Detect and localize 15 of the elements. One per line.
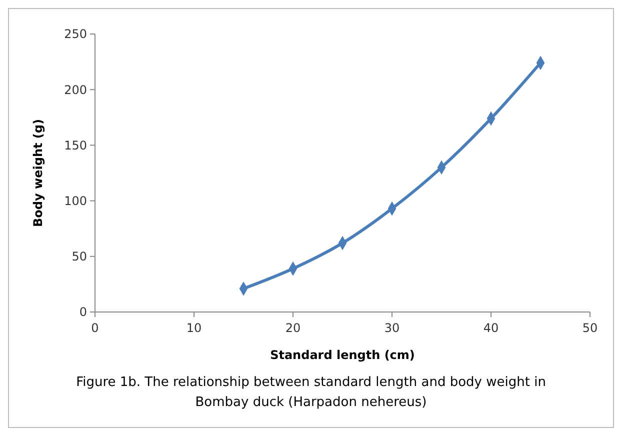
y-tick-label: 200 xyxy=(64,82,87,97)
x-tick-label: 40 xyxy=(483,321,499,335)
y-tick-label: 250 xyxy=(64,27,87,42)
y-tick-label: 50 xyxy=(72,250,87,264)
x-tick-label: 0 xyxy=(91,321,99,335)
x-tick-label: 30 xyxy=(384,321,400,335)
x-tick-label: 10 xyxy=(186,321,202,335)
x-tick-label: 50 xyxy=(582,321,598,335)
y-axis-title: Body weight (g) xyxy=(31,119,45,227)
y-tick-label: 0 xyxy=(79,305,87,320)
y-tick-label: 100 xyxy=(64,194,87,208)
y-tick-label: 150 xyxy=(64,138,87,152)
x-axis-title: Standard length (cm) xyxy=(270,348,415,362)
x-tick-label: 20 xyxy=(285,321,301,335)
caption: Figure 1b. The relationship between standard length and body weight in Bombay duck (Harpadon nehereus) xyxy=(76,375,546,410)
